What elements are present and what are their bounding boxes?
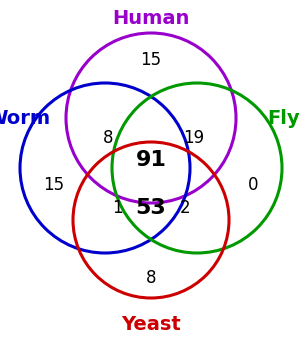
- Text: 2: 2: [180, 199, 190, 217]
- Text: 8: 8: [103, 129, 113, 147]
- Text: Fly: Fly: [268, 108, 300, 128]
- Text: 8: 8: [146, 269, 156, 287]
- Text: 1: 1: [112, 199, 122, 217]
- Text: 53: 53: [136, 198, 166, 218]
- Text: 0: 0: [248, 176, 258, 194]
- Text: 15: 15: [140, 51, 162, 69]
- Text: 19: 19: [183, 129, 204, 147]
- Text: 15: 15: [43, 176, 65, 194]
- Text: Human: Human: [112, 9, 190, 28]
- Text: 91: 91: [136, 150, 166, 170]
- Text: Yeast: Yeast: [121, 315, 181, 334]
- Text: Worm: Worm: [0, 108, 50, 128]
